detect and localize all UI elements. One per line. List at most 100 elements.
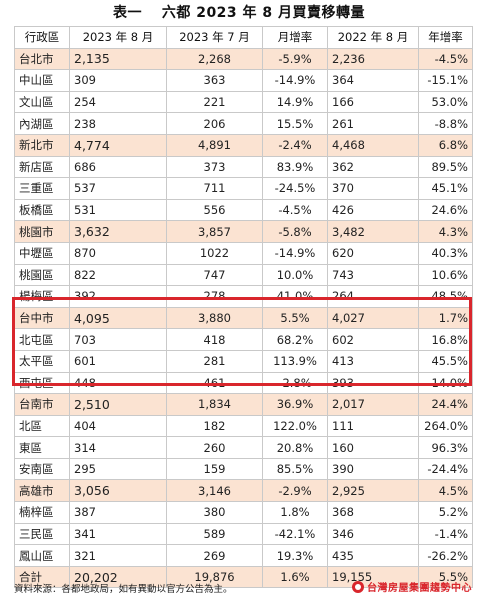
cell-jul-2023: 260 [166,436,263,459]
cell-jul-2023: 589 [166,522,263,546]
cell-yoy: 10.6% [418,263,473,287]
cell-yoy: 45.1% [418,177,473,200]
table-row: 北區 404 182 122.0% 111 264.0% [14,414,473,438]
cell-jul-2023: 269 [166,544,263,567]
cell-yoy: 96.3% [418,436,473,459]
cell-jul-2023: 556 [166,198,263,222]
table-row: 內湖區 238 206 15.5% 261 -8.8% [14,112,473,135]
cell-district: 鳳山區 [14,544,70,567]
cell-aug-2023: 448 [69,371,167,395]
cell-aug-2022: 19,155 [327,565,419,589]
cell-mom: -5.8% [262,220,328,243]
table-row: 板橋區 531 556 -4.5% 426 24.6% [14,198,473,222]
cell-mom: -14.9% [262,241,328,265]
cell-mom: 85.5% [262,457,328,481]
cell-jul-2023: 373 [166,155,263,179]
cell-yoy: 45.5% [418,349,473,373]
cell-aug-2023: 870 [69,241,167,265]
cell-yoy: 48.5% [418,285,473,308]
cell-aug-2023: 822 [69,263,167,287]
cell-aug-2023: 254 [69,90,167,114]
cell-aug-2022: 370 [327,177,419,200]
cell-aug-2022: 364 [327,69,419,92]
cell-aug-2023: 392 [69,285,167,308]
table-row: 東區 314 260 20.8% 160 96.3% [14,436,473,459]
cell-mom: -2.9% [262,479,328,503]
cell-jul-2023: 1022 [166,241,263,265]
cell-aug-2023: 4,774 [69,133,167,157]
cell-jul-2023: 363 [166,69,263,92]
table-row: 台中市 4,095 3,880 5.5% 4,027 1.7% [14,306,473,330]
cell-mom: 1.8% [262,501,328,524]
cell-district: 合計 [14,565,70,589]
cell-aug-2022: 413 [327,349,419,373]
cell-mom: -5.9% [262,47,328,71]
cell-mom: -42.1% [262,522,328,546]
cell-yoy: 40.3% [418,241,473,265]
company-logo-icon [352,580,364,593]
cell-district: 桃園市 [14,220,70,243]
cell-aug-2023: 295 [69,457,167,481]
cell-yoy: 264.0% [418,414,473,438]
cell-district: 內湖區 [14,112,70,135]
cell-yoy: -26.2% [418,544,473,567]
cell-aug-2022: 620 [327,241,419,265]
cell-aug-2022: 264 [327,285,419,308]
cell-district: 新店區 [14,155,70,179]
cell-aug-2023: 3,632 [69,220,167,243]
header-district: 行政區 [14,26,70,49]
cell-district: 三民區 [14,522,70,546]
cell-jul-2023: 380 [166,501,263,524]
cell-jul-2023: 418 [166,328,263,351]
cell-jul-2023: 206 [166,112,263,135]
cell-district: 文山區 [14,90,70,114]
cell-aug-2023: 4,095 [69,306,167,330]
cell-aug-2023: 404 [69,414,167,438]
cell-district: 中山區 [14,69,70,92]
cell-aug-2023: 601 [69,349,167,373]
table-row: 台北市 2,135 2,268 -5.9% 2,236 -4.5% [14,47,473,71]
cell-aug-2022: 390 [327,457,419,481]
cell-aug-2023: 321 [69,544,167,567]
table-row: 楊梅區 392 278 41.0% 264 48.5% [14,285,473,308]
cell-mom: 5.5% [262,306,328,330]
cell-aug-2022: 4,027 [327,306,419,330]
cell-aug-2023: 531 [69,198,167,222]
cell-district: 中壢區 [14,241,70,265]
cell-mom: 36.9% [262,393,328,416]
source-note: 資料來源：各都地政局，如有異動以官方公告為主。 [14,584,233,595]
cell-jul-2023: 711 [166,177,263,200]
cell-aug-2022: 160 [327,436,419,459]
cell-aug-2022: 368 [327,501,419,524]
cell-yoy: 4.5% [418,479,473,503]
cell-aug-2023: 309 [69,69,167,92]
cell-aug-2023: 703 [69,328,167,351]
table-row: 新北市 4,774 4,891 -2.4% 4,468 6.8% [14,133,473,157]
cell-district: 東區 [14,436,70,459]
cell-jul-2023: 278 [166,285,263,308]
cell-mom: 15.5% [262,112,328,135]
cell-aug-2023: 686 [69,155,167,179]
cell-district: 楊梅區 [14,285,70,308]
cell-aug-2023: 314 [69,436,167,459]
cell-aug-2022: 602 [327,328,419,351]
table-row: 安南區 295 159 85.5% 390 -24.4% [14,457,473,481]
cell-district: 西屯區 [14,371,70,395]
table-row: 新店區 686 373 83.9% 362 89.5% [14,155,473,179]
cell-jul-2023: 19,876 [166,565,263,589]
cell-district: 台北市 [14,47,70,71]
cell-mom: 41.0% [262,285,328,308]
table-row: 西屯區 448 461 -2.8% 393 14.0% [14,371,473,395]
table-row: 太平區 601 281 113.9% 413 45.5% [14,349,473,373]
cell-yoy: -4.5% [418,47,473,71]
cell-district: 高雄市 [14,479,70,503]
cell-aug-2022: 362 [327,155,419,179]
cell-yoy: 5.2% [418,501,473,524]
cell-yoy: 24.6% [418,198,473,222]
table-row: 三民區 341 589 -42.1% 346 -1.4% [14,522,473,546]
cell-aug-2022: 2,925 [327,479,419,503]
cell-aug-2022: 393 [327,371,419,395]
cell-aug-2023: 20,202 [69,565,167,589]
cell-yoy: 89.5% [418,155,473,179]
